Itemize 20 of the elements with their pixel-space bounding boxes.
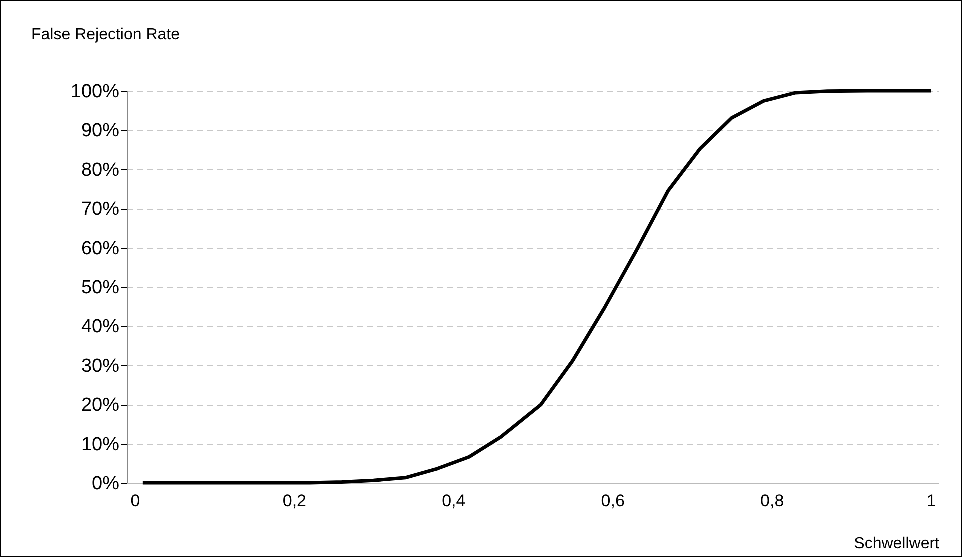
y-axis-title: False Rejection Rate — [32, 26, 180, 44]
x-axis-title: Schwellwert — [854, 536, 940, 552]
y-tick-label: 70% — [81, 199, 120, 220]
y-tick-label: 30% — [81, 356, 120, 377]
x-tick-label: 1 — [926, 492, 936, 510]
y-tick-label: 50% — [81, 278, 120, 298]
x-tick-label: 0,8 — [760, 492, 784, 510]
x-tick-label: 0 — [130, 492, 140, 510]
y-tick-label: 90% — [81, 120, 120, 142]
y-tick-label: 100% — [70, 82, 120, 102]
x-tick-label: 0,4 — [442, 492, 466, 510]
y-tick-label: 40% — [81, 316, 120, 338]
y-tick-label: 80% — [81, 160, 120, 181]
y-tick-label: 0% — [92, 474, 120, 494]
y-tick-label: 10% — [81, 434, 120, 456]
y-tick-label: 60% — [81, 238, 120, 260]
y-tick-label: 20% — [81, 395, 120, 416]
x-tick-label: 0,2 — [282, 492, 306, 510]
x-tick-label: 0,6 — [601, 492, 625, 510]
line-series — [141, 89, 933, 485]
